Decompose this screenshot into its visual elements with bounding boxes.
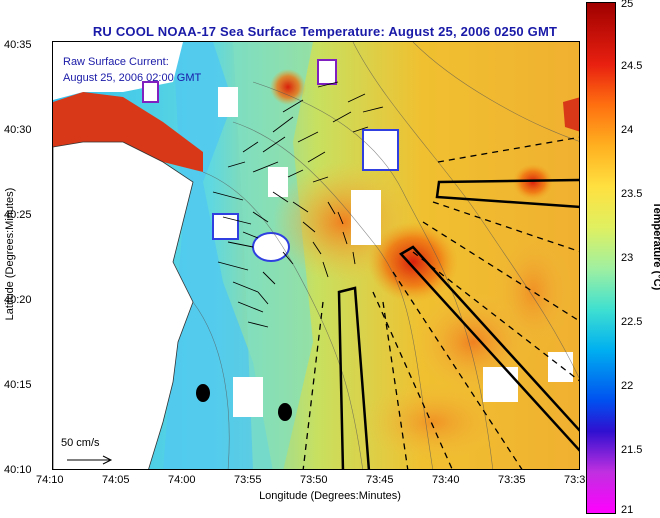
warm-patch (270, 69, 306, 105)
legend-line-2: August 25, 2006 02:00 GMT (63, 72, 202, 84)
colorbar (586, 2, 616, 514)
cloud-patch (233, 377, 263, 417)
current-vectors (212, 81, 384, 328)
y-tick: 40:35 (4, 39, 32, 51)
colorbar-tick: 24 (621, 124, 634, 136)
cloud-patch (218, 87, 238, 117)
station-marker (278, 403, 292, 421)
y-axis-label: Latitude (Degrees:Minutes) (4, 187, 16, 321)
current-legend: Raw Surface Current: August 25, 2006 02:… (63, 54, 201, 86)
colorbar-label: Temperature (°C) (651, 201, 660, 291)
map-area: Raw Surface Current: August 25, 2006 02:… (52, 41, 580, 470)
bathymetry-contours (192, 42, 579, 469)
x-tick: 74:10 (36, 474, 64, 486)
y-tick: 40:30 (4, 124, 32, 136)
sst-map (53, 42, 579, 469)
y-tick: 40:20 (4, 294, 32, 306)
x-axis-label: Longitude (Degrees:Minutes) (259, 490, 401, 502)
y-tick: 40:25 (4, 209, 32, 221)
cloud-patch (252, 232, 290, 262)
warm-patch (513, 164, 553, 200)
cloud-patch (317, 59, 337, 85)
x-tick: 73:40 (432, 474, 460, 486)
coastline-land (53, 141, 194, 469)
cloud-patch (268, 167, 288, 197)
warm-patch (363, 382, 503, 462)
x-tick: 73:35 (498, 474, 526, 486)
y-tick: 40:10 (4, 464, 32, 476)
colorbar-tick: 23.5 (621, 188, 643, 200)
colorbar-tick: 25 (621, 0, 634, 10)
north-shore-warm (53, 92, 203, 172)
colorbar-tick: 22.5 (621, 316, 643, 328)
x-tick: 73:50 (300, 474, 328, 486)
warm-patch (368, 222, 458, 302)
warm-patch (563, 97, 579, 132)
warm-patch (493, 232, 573, 352)
station-marker (196, 384, 210, 402)
x-tick: 73:45 (366, 474, 394, 486)
dashed-rays (302, 136, 579, 469)
cloud-patch (483, 367, 518, 402)
transect-boxes (337, 178, 579, 469)
scale-label: 50 cm/s (61, 437, 100, 449)
cloud-patch (212, 213, 239, 240)
cloud-patch (548, 352, 573, 382)
colorbar-tick: 22 (621, 380, 634, 392)
legend-line-1: Raw Surface Current: (63, 56, 169, 68)
colorbar-tick: 21.5 (621, 444, 643, 456)
y-tick: 40:15 (4, 379, 32, 391)
x-tick: 73:3 (564, 474, 586, 486)
cloud-patch (362, 129, 399, 171)
colorbar-tick: 23 (621, 252, 634, 264)
x-tick: 73:55 (234, 474, 262, 486)
x-tick: 74:05 (102, 474, 130, 486)
colorbar-tick: 24.5 (621, 60, 643, 72)
cloud-patch (142, 81, 159, 103)
chart-title: RU COOL NOAA-17 Sea Surface Temperature:… (92, 24, 558, 39)
colorbar-tick: 21 (621, 504, 634, 516)
x-tick: 74:00 (168, 474, 196, 486)
cloud-patch (351, 190, 381, 245)
scale-arrow-head (102, 455, 113, 465)
